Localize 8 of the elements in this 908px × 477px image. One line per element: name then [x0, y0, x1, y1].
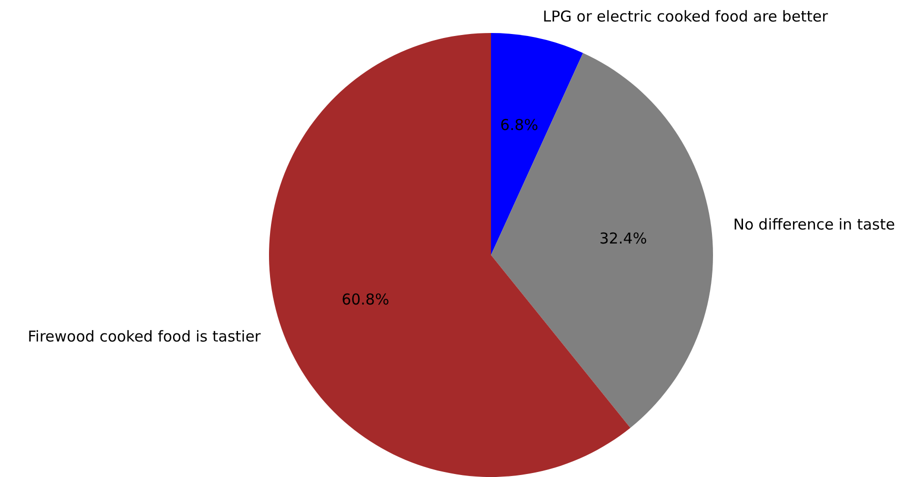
data-label: 6.8%: [500, 116, 538, 134]
data-label: 32.4%: [599, 230, 647, 248]
pie-slice: [491, 33, 583, 255]
slice-label: Firewood cooked food is tastier: [28, 328, 262, 346]
slice-label: No difference in taste: [733, 216, 895, 234]
data-label: 60.8%: [342, 290, 390, 309]
slice-label: LPG or electric cooked food are better: [542, 8, 829, 26]
pie-slice: [491, 52, 713, 428]
